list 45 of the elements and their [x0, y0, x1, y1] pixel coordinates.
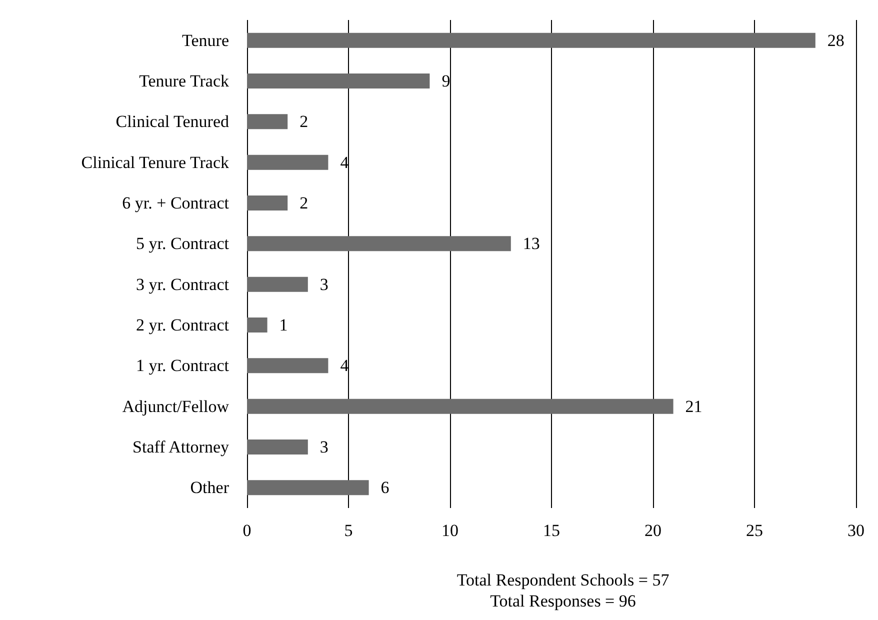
x-tick-label: 20: [644, 521, 662, 540]
data-label: 4: [340, 356, 350, 376]
bar: [247, 318, 268, 332]
x-tick-label: 5: [344, 521, 353, 540]
y-tick-label: 1 yr. Contract: [136, 356, 230, 376]
y-tick-label: Adjunct/Fellow: [122, 396, 230, 416]
data-label: 4: [340, 152, 350, 172]
y-tick-label: Tenure Track: [139, 72, 230, 90]
y-tick-label: 2 yr. Contract: [136, 316, 230, 334]
data-label: 13: [522, 234, 540, 254]
bar: [247, 196, 288, 210]
bar: [247, 480, 369, 496]
bar: [247, 440, 308, 454]
y-tick-label: Tenure: [182, 30, 229, 50]
bar: [247, 398, 674, 414]
bar: [247, 358, 328, 374]
y-tick-label: Staff Attorney: [132, 438, 230, 456]
y-tick-label: Other: [190, 478, 230, 498]
x-tick-label: 15: [543, 521, 560, 540]
bar: [247, 276, 308, 292]
data-label: 21: [685, 396, 702, 416]
y-tick-label: Clinical Tenure Track: [81, 152, 230, 172]
y-tick-label: Clinical Tenured: [116, 112, 230, 132]
x-tick-label: 10: [442, 521, 458, 540]
data-label: 6: [380, 478, 390, 498]
y-tick-label: 5 yr. Contract: [136, 234, 230, 254]
text: Total Responses = 96: [490, 592, 636, 610]
data-label: 2: [300, 194, 308, 212]
data-label: 2: [300, 112, 308, 132]
data-label: 3: [320, 438, 328, 456]
bar: [247, 114, 288, 130]
x-tick-label: 25: [746, 521, 763, 540]
text: Total Respondent Schools = 57: [456, 570, 670, 590]
bar: [247, 32, 816, 48]
x-tick-label: 30: [848, 521, 864, 540]
x-tick-label: 0: [242, 521, 252, 540]
data-label: 9: [442, 72, 450, 90]
bar: [247, 154, 328, 170]
bar: [247, 74, 430, 88]
y-tick-label: 3 yr. Contract: [136, 274, 230, 294]
data-label: 1: [279, 316, 288, 334]
bar: [247, 236, 511, 252]
data-label: 28: [827, 30, 844, 50]
data-label: 3: [320, 274, 328, 294]
y-tick-label: 6 yr. + Contract: [122, 194, 230, 212]
